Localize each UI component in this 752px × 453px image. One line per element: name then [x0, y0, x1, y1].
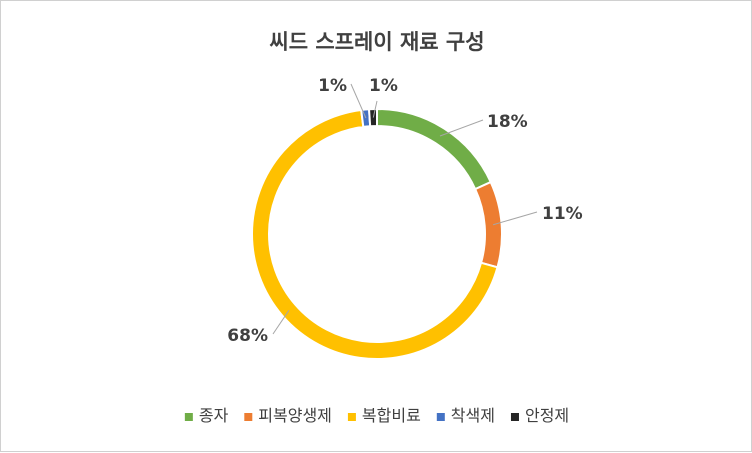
legend-item-안정제: 안정제 [510, 406, 569, 425]
leader-line-종자 [439, 119, 484, 137]
leader-line-복합비료 [272, 310, 290, 335]
data-label-착색제: 1% [318, 76, 347, 96]
slices-group [251, 107, 503, 360]
data-label-종자: 18% [487, 112, 528, 132]
leader-lines-group [272, 83, 538, 335]
slice-안정제 [368, 107, 378, 128]
legend-item-종자: 종자 [184, 406, 229, 425]
legend-swatch-피복양생제 [244, 413, 253, 421]
legend-swatch-복합비료 [347, 413, 356, 421]
data-labels-group: 18% 11% 68% 1% 1% [227, 76, 582, 346]
legend-label-안정제: 안정제 [525, 406, 569, 425]
legend-label-종자: 종자 [199, 406, 229, 425]
legend-item-피복양생제: 피복양생제 [244, 406, 332, 425]
legend-item-복합비료: 복합비료 [347, 406, 421, 425]
leader-line-착색제 [350, 83, 367, 119]
slice-종자 [376, 107, 493, 191]
legend: 종자 피복양생제 복합비료 착색제 안정제 [184, 406, 569, 425]
legend-label-복합비료: 복합비료 [362, 406, 421, 425]
legend-swatch-착색제 [436, 413, 445, 421]
legend-label-피복양생제: 피복양생제 [258, 406, 332, 425]
data-label-피복양생제: 11% [542, 204, 583, 224]
slice-피복양생제 [473, 180, 503, 269]
legend-label-착색제: 착색제 [451, 406, 495, 425]
legend-item-착색제: 착색제 [436, 406, 495, 425]
leader-line-피복양생제 [492, 211, 538, 226]
chart-title: 씨드 스프레이 재료 구성 [269, 30, 484, 54]
leader-line-안정제 [372, 100, 378, 118]
data-label-안정제: 1% [369, 76, 398, 96]
legend-swatch-종자 [184, 413, 193, 421]
legend-swatch-안정제 [510, 413, 519, 421]
data-label-복합비료: 68% [227, 326, 268, 346]
